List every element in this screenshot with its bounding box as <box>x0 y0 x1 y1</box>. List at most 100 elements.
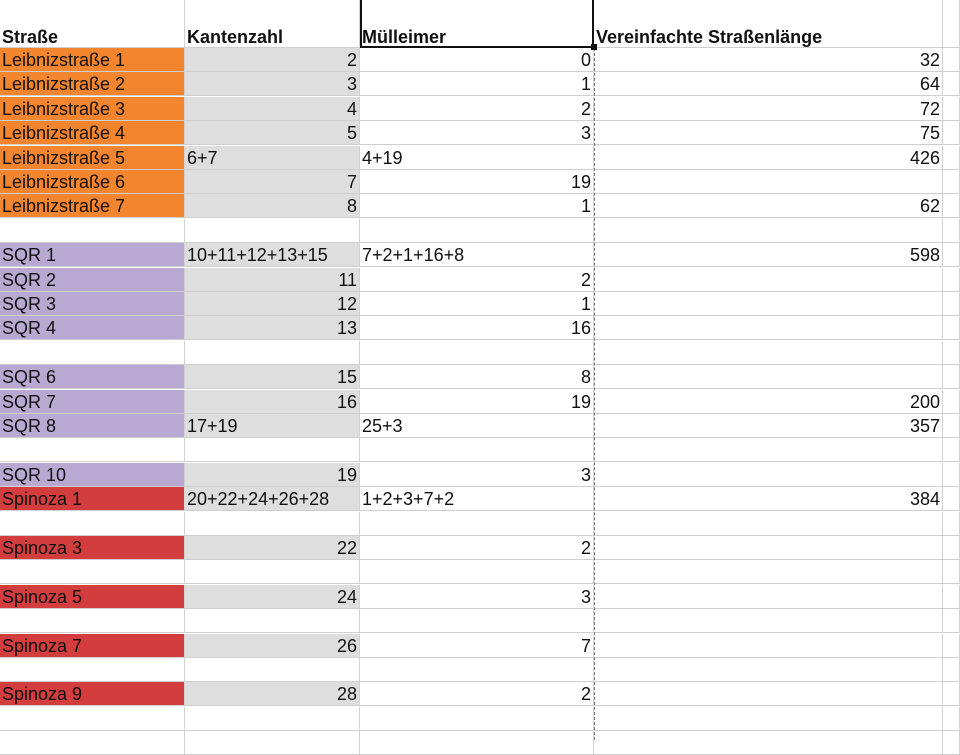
cell-empty[interactable] <box>943 511 960 536</box>
cell-strasse[interactable]: SQR 6 <box>0 365 185 390</box>
cell-kantenzahl[interactable] <box>185 706 360 731</box>
cell-muelleimer[interactable]: 25+3 <box>360 414 594 438</box>
header-kantenzahl[interactable]: Kantenzahl <box>185 0 360 48</box>
cell-muelleimer[interactable]: 2 <box>360 536 594 560</box>
cell-kantenzahl[interactable]: 12 <box>185 292 360 316</box>
cell-kantenzahl[interactable]: 7 <box>185 170 360 194</box>
cell-empty[interactable] <box>943 389 960 414</box>
cell-kantenzahl[interactable]: 19 <box>185 462 360 487</box>
cell-muelleimer[interactable] <box>360 609 594 634</box>
cell-muelleimer[interactable] <box>360 340 594 365</box>
cell-muelleimer[interactable]: 1+2+3+7+2 <box>360 487 594 512</box>
cell-empty[interactable] <box>943 462 960 487</box>
cell-kantenzahl[interactable]: 28 <box>185 682 360 707</box>
cell-strassenlaenge[interactable]: 72 <box>594 96 943 121</box>
cell-empty[interactable] <box>943 658 960 682</box>
cell-strasse[interactable]: Leibnizstraße 7 <box>0 194 185 219</box>
cell-strassenlaenge[interactable]: 384 <box>594 487 943 512</box>
cell-kantenzahl[interactable] <box>185 218 360 243</box>
cell-strasse[interactable] <box>0 511 185 536</box>
cell-strassenlaenge[interactable] <box>594 731 943 755</box>
cell-strasse[interactable] <box>0 731 185 755</box>
cell-kantenzahl[interactable]: 3 <box>185 72 360 97</box>
cell-strasse[interactable]: SQR 4 <box>0 316 185 341</box>
cell-empty[interactable] <box>943 414 960 438</box>
cell-strassenlaenge[interactable] <box>594 267 943 292</box>
cell-empty[interactable] <box>943 48 960 72</box>
cell-empty[interactable] <box>943 365 960 390</box>
cell-strassenlaenge[interactable] <box>594 633 943 658</box>
cell-strasse[interactable]: Spinoza 3 <box>0 536 185 560</box>
cell-kantenzahl[interactable] <box>185 658 360 682</box>
cell-strasse[interactable]: SQR 10 <box>0 462 185 487</box>
cell-empty[interactable] <box>943 243 960 268</box>
cell-muelleimer[interactable] <box>360 218 594 243</box>
cell-kantenzahl[interactable]: 17+19 <box>185 414 360 438</box>
cell-strassenlaenge[interactable]: 64 <box>594 72 943 97</box>
cell-strasse[interactable]: Leibnizstraße 1 <box>0 48 185 72</box>
cell-muelleimer[interactable]: 3 <box>360 462 594 487</box>
cell-strassenlaenge[interactable] <box>594 682 943 707</box>
cell-muelleimer[interactable]: 2 <box>360 267 594 292</box>
cell-kantenzahl[interactable] <box>185 609 360 634</box>
cell-empty[interactable] <box>943 706 960 731</box>
cell-strasse[interactable]: Leibnizstraße 6 <box>0 170 185 194</box>
cell-muelleimer[interactable] <box>360 511 594 536</box>
cell-strasse[interactable]: SQR 8 <box>0 414 185 438</box>
cell-strassenlaenge[interactable]: 426 <box>594 145 943 170</box>
cell-strassenlaenge[interactable] <box>594 560 943 585</box>
cell-strassenlaenge[interactable]: 62 <box>594 194 943 219</box>
cell-empty[interactable] <box>943 609 960 634</box>
header-empty[interactable] <box>943 0 960 48</box>
cell-strasse[interactable] <box>0 706 185 731</box>
cell-strasse[interactable]: Leibnizstraße 3 <box>0 96 185 121</box>
cell-kantenzahl[interactable]: 22 <box>185 536 360 560</box>
header-strassenlaenge[interactable]: Vereinfachte Straßenlänge <box>594 0 943 48</box>
cell-empty[interactable] <box>943 584 960 609</box>
cell-empty[interactable] <box>943 145 960 170</box>
cell-muelleimer[interactable] <box>360 731 594 755</box>
cell-muelleimer[interactable]: 19 <box>360 170 594 194</box>
cell-strassenlaenge[interactable] <box>594 316 943 341</box>
cell-strassenlaenge[interactable]: 32 <box>594 48 943 72</box>
cell-muelleimer[interactable]: 7+2+1+16+8 <box>360 243 594 268</box>
cell-strasse[interactable]: Leibnizstraße 2 <box>0 72 185 97</box>
cell-strasse[interactable] <box>0 340 185 365</box>
cell-muelleimer[interactable]: 16 <box>360 316 594 341</box>
cell-strassenlaenge[interactable] <box>594 706 943 731</box>
cell-strasse[interactable]: Spinoza 1 <box>0 487 185 512</box>
cell-kantenzahl[interactable]: 26 <box>185 633 360 658</box>
cell-empty[interactable] <box>943 194 960 219</box>
cell-empty[interactable] <box>943 96 960 121</box>
cell-empty[interactable] <box>943 487 960 512</box>
cell-strassenlaenge[interactable]: 357 <box>594 414 943 438</box>
cell-empty[interactable] <box>943 731 960 755</box>
autofill-handle[interactable] <box>591 44 597 50</box>
cell-strassenlaenge[interactable] <box>594 511 943 536</box>
cell-strasse[interactable] <box>0 560 185 585</box>
cell-strasse[interactable]: SQR 7 <box>0 389 185 414</box>
cell-empty[interactable] <box>943 267 960 292</box>
cell-kantenzahl[interactable]: 2 <box>185 48 360 72</box>
cell-strassenlaenge[interactable] <box>594 170 943 194</box>
cell-strassenlaenge[interactable] <box>594 438 943 463</box>
cell-muelleimer[interactable] <box>360 658 594 682</box>
header-strasse[interactable]: Straße <box>0 0 185 48</box>
cell-strassenlaenge[interactable]: 75 <box>594 121 943 146</box>
cell-kantenzahl[interactable]: 15 <box>185 365 360 390</box>
cell-empty[interactable] <box>943 292 960 316</box>
cell-strassenlaenge[interactable]: 200 <box>594 389 943 414</box>
cell-empty[interactable] <box>943 72 960 97</box>
cell-kantenzahl[interactable]: 11 <box>185 267 360 292</box>
cell-strassenlaenge[interactable] <box>594 658 943 682</box>
cell-strasse[interactable] <box>0 438 185 463</box>
cell-empty[interactable] <box>943 560 960 585</box>
cell-empty[interactable] <box>943 438 960 463</box>
cell-empty[interactable] <box>943 170 960 194</box>
cell-strassenlaenge[interactable] <box>594 292 943 316</box>
cell-strassenlaenge[interactable] <box>594 462 943 487</box>
cell-strasse[interactable]: SQR 2 <box>0 267 185 292</box>
cell-strasse[interactable]: Leibnizstraße 4 <box>0 121 185 146</box>
cell-strasse[interactable] <box>0 218 185 243</box>
cell-kantenzahl[interactable]: 10+11+12+13+15 <box>185 243 360 268</box>
